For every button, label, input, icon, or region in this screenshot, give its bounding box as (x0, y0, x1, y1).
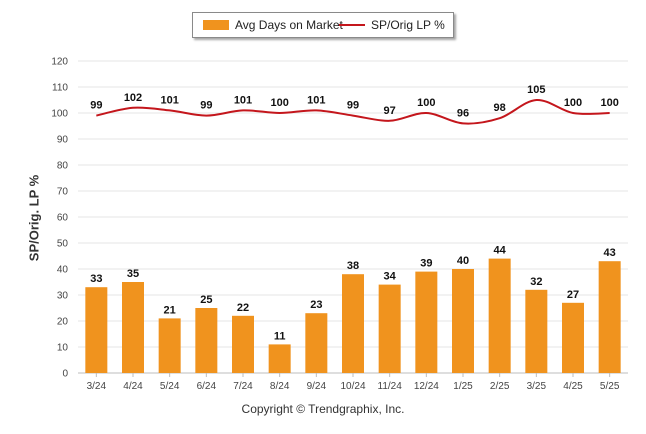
line-value-label: 100 (600, 97, 618, 109)
y-tick-label: 0 (62, 369, 68, 380)
bar-value-label: 40 (457, 255, 469, 267)
line-value-label: 100 (417, 97, 435, 109)
line-value-label: 101 (307, 94, 325, 106)
bar (452, 269, 474, 373)
line-value-label: 105 (527, 84, 545, 96)
bar (268, 344, 291, 373)
bar-value-label: 23 (310, 299, 322, 311)
line-value-label: 98 (494, 102, 506, 114)
bar-value-label: 44 (494, 245, 507, 257)
line-value-label: 99 (90, 100, 102, 112)
x-tick-label: 1/25 (453, 381, 473, 392)
legend-item-bar: Avg Days on Market (203, 13, 343, 37)
bar (598, 261, 621, 373)
line-value-label: 100 (270, 97, 288, 109)
bar (305, 313, 328, 373)
bar-value-label: 43 (604, 247, 616, 259)
y-tick-label: 50 (57, 239, 69, 250)
line-value-label: 97 (384, 105, 396, 117)
legend-item-line: SP/Orig LP % (339, 13, 445, 37)
bar-value-label: 32 (530, 276, 542, 288)
y-tick-label: 110 (52, 83, 68, 94)
y-tick-label: 80 (57, 161, 69, 172)
bar-value-label: 22 (237, 302, 249, 314)
bar (195, 308, 218, 373)
series-line-sp-orig-lp (96, 98, 610, 125)
bar-value-label: 39 (420, 258, 432, 270)
line-value-label: 99 (347, 100, 359, 112)
legend-label-bar: Avg Days on Market (235, 18, 343, 32)
legend-label-line: SP/Orig LP % (371, 18, 445, 32)
bar-value-label: 11 (274, 330, 286, 342)
bar (122, 282, 144, 373)
bar (342, 274, 364, 373)
x-tick-label: 11/24 (378, 381, 403, 392)
y-tick-label: 30 (57, 291, 69, 302)
bar (525, 289, 548, 373)
x-tick-label: 3/25 (527, 381, 547, 392)
x-tick-label: 4/25 (563, 381, 583, 392)
x-tick-label: 6/24 (197, 381, 217, 392)
line-value-label: 100 (564, 97, 582, 109)
copyright-footer: Copyright © Trendgraphix, Inc. (241, 402, 405, 416)
line-value-label: 101 (160, 94, 178, 106)
bar (562, 302, 584, 373)
bar-value-label: 35 (127, 268, 139, 280)
y-tick-label: 40 (57, 265, 69, 276)
x-tick-label: 7/24 (233, 381, 253, 392)
x-tick-label: 4/24 (123, 381, 143, 392)
x-tick-label: 9/24 (307, 381, 327, 392)
bar (232, 315, 254, 373)
x-tick-label: 5/24 (160, 381, 180, 392)
y-tick-label: 90 (57, 135, 69, 146)
line-value-label: 101 (234, 94, 252, 106)
y-tick-label: 120 (51, 57, 68, 68)
y-axis-label: SP/Orig. LP % (26, 174, 42, 262)
y-tick-label: 70 (57, 187, 69, 198)
bar (378, 284, 401, 373)
bar (415, 271, 438, 373)
line-value-label: 96 (457, 107, 469, 119)
x-tick-label: 8/24 (270, 381, 290, 392)
bar-value-label: 25 (200, 294, 212, 306)
x-tick-label: 2/25 (490, 381, 510, 392)
bar-value-label: 33 (90, 273, 102, 285)
bar-value-label: 34 (384, 271, 397, 283)
legend-swatch-bar (203, 20, 229, 30)
line-value-label: 99 (200, 100, 212, 112)
x-tick-label: 3/24 (87, 381, 107, 392)
bar-value-label: 38 (347, 260, 359, 272)
y-tick-label: 60 (57, 213, 69, 224)
bar (158, 318, 181, 373)
y-tick-label: 20 (57, 317, 69, 328)
legend: Avg Days on Market SP/Orig LP % (192, 12, 454, 38)
x-tick-label: 10/24 (340, 381, 365, 392)
bar-value-label: 27 (567, 289, 579, 301)
x-tick-label: 12/24 (414, 381, 439, 392)
y-tick-label: 100 (51, 109, 68, 120)
y-tick-label: 10 (57, 343, 69, 354)
bar-value-label: 21 (164, 304, 176, 316)
x-tick-label: 5/25 (600, 381, 620, 392)
line-value-label: 102 (124, 92, 142, 104)
legend-swatch-line (339, 24, 365, 26)
bar (488, 258, 511, 373)
bar (85, 287, 108, 373)
